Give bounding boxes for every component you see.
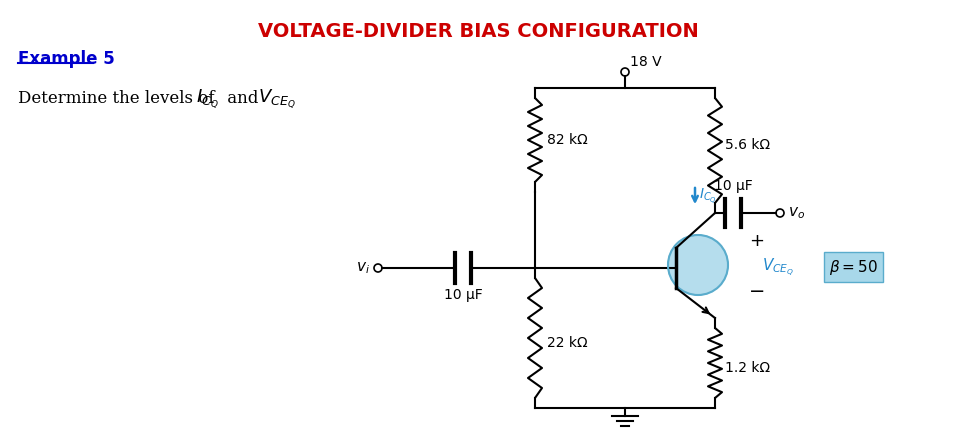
Text: Determine the levels of: Determine the levels of [18, 90, 220, 107]
Text: $I_{C_Q}$: $I_{C_Q}$ [699, 186, 717, 206]
Text: $V_{CE_Q}$: $V_{CE_Q}$ [258, 88, 296, 111]
Circle shape [668, 235, 728, 295]
Text: $I_{C_Q}$: $I_{C_Q}$ [196, 88, 219, 111]
Text: $v_i$: $v_i$ [356, 260, 370, 276]
Text: 10 μF: 10 μF [444, 288, 482, 302]
Text: 1.2 kΩ: 1.2 kΩ [725, 361, 770, 375]
Text: Example 5: Example 5 [18, 50, 115, 68]
Text: $V_{CE_Q}$: $V_{CE_Q}$ [762, 256, 794, 278]
Text: 10 μF: 10 μF [714, 179, 752, 193]
Text: 82 kΩ: 82 kΩ [547, 133, 588, 147]
Text: 5.6 kΩ: 5.6 kΩ [725, 138, 770, 152]
Text: 22 kΩ: 22 kΩ [547, 336, 588, 350]
Text: $\beta = 50$: $\beta = 50$ [829, 258, 878, 277]
Text: −: − [748, 281, 766, 301]
Text: $v_o$: $v_o$ [788, 205, 805, 221]
Text: +: + [749, 232, 765, 250]
Text: VOLTAGE-DIVIDER BIAS CONFIGURATION: VOLTAGE-DIVIDER BIAS CONFIGURATION [257, 22, 699, 41]
Text: 18 V: 18 V [630, 55, 661, 69]
Text: and: and [222, 90, 263, 107]
